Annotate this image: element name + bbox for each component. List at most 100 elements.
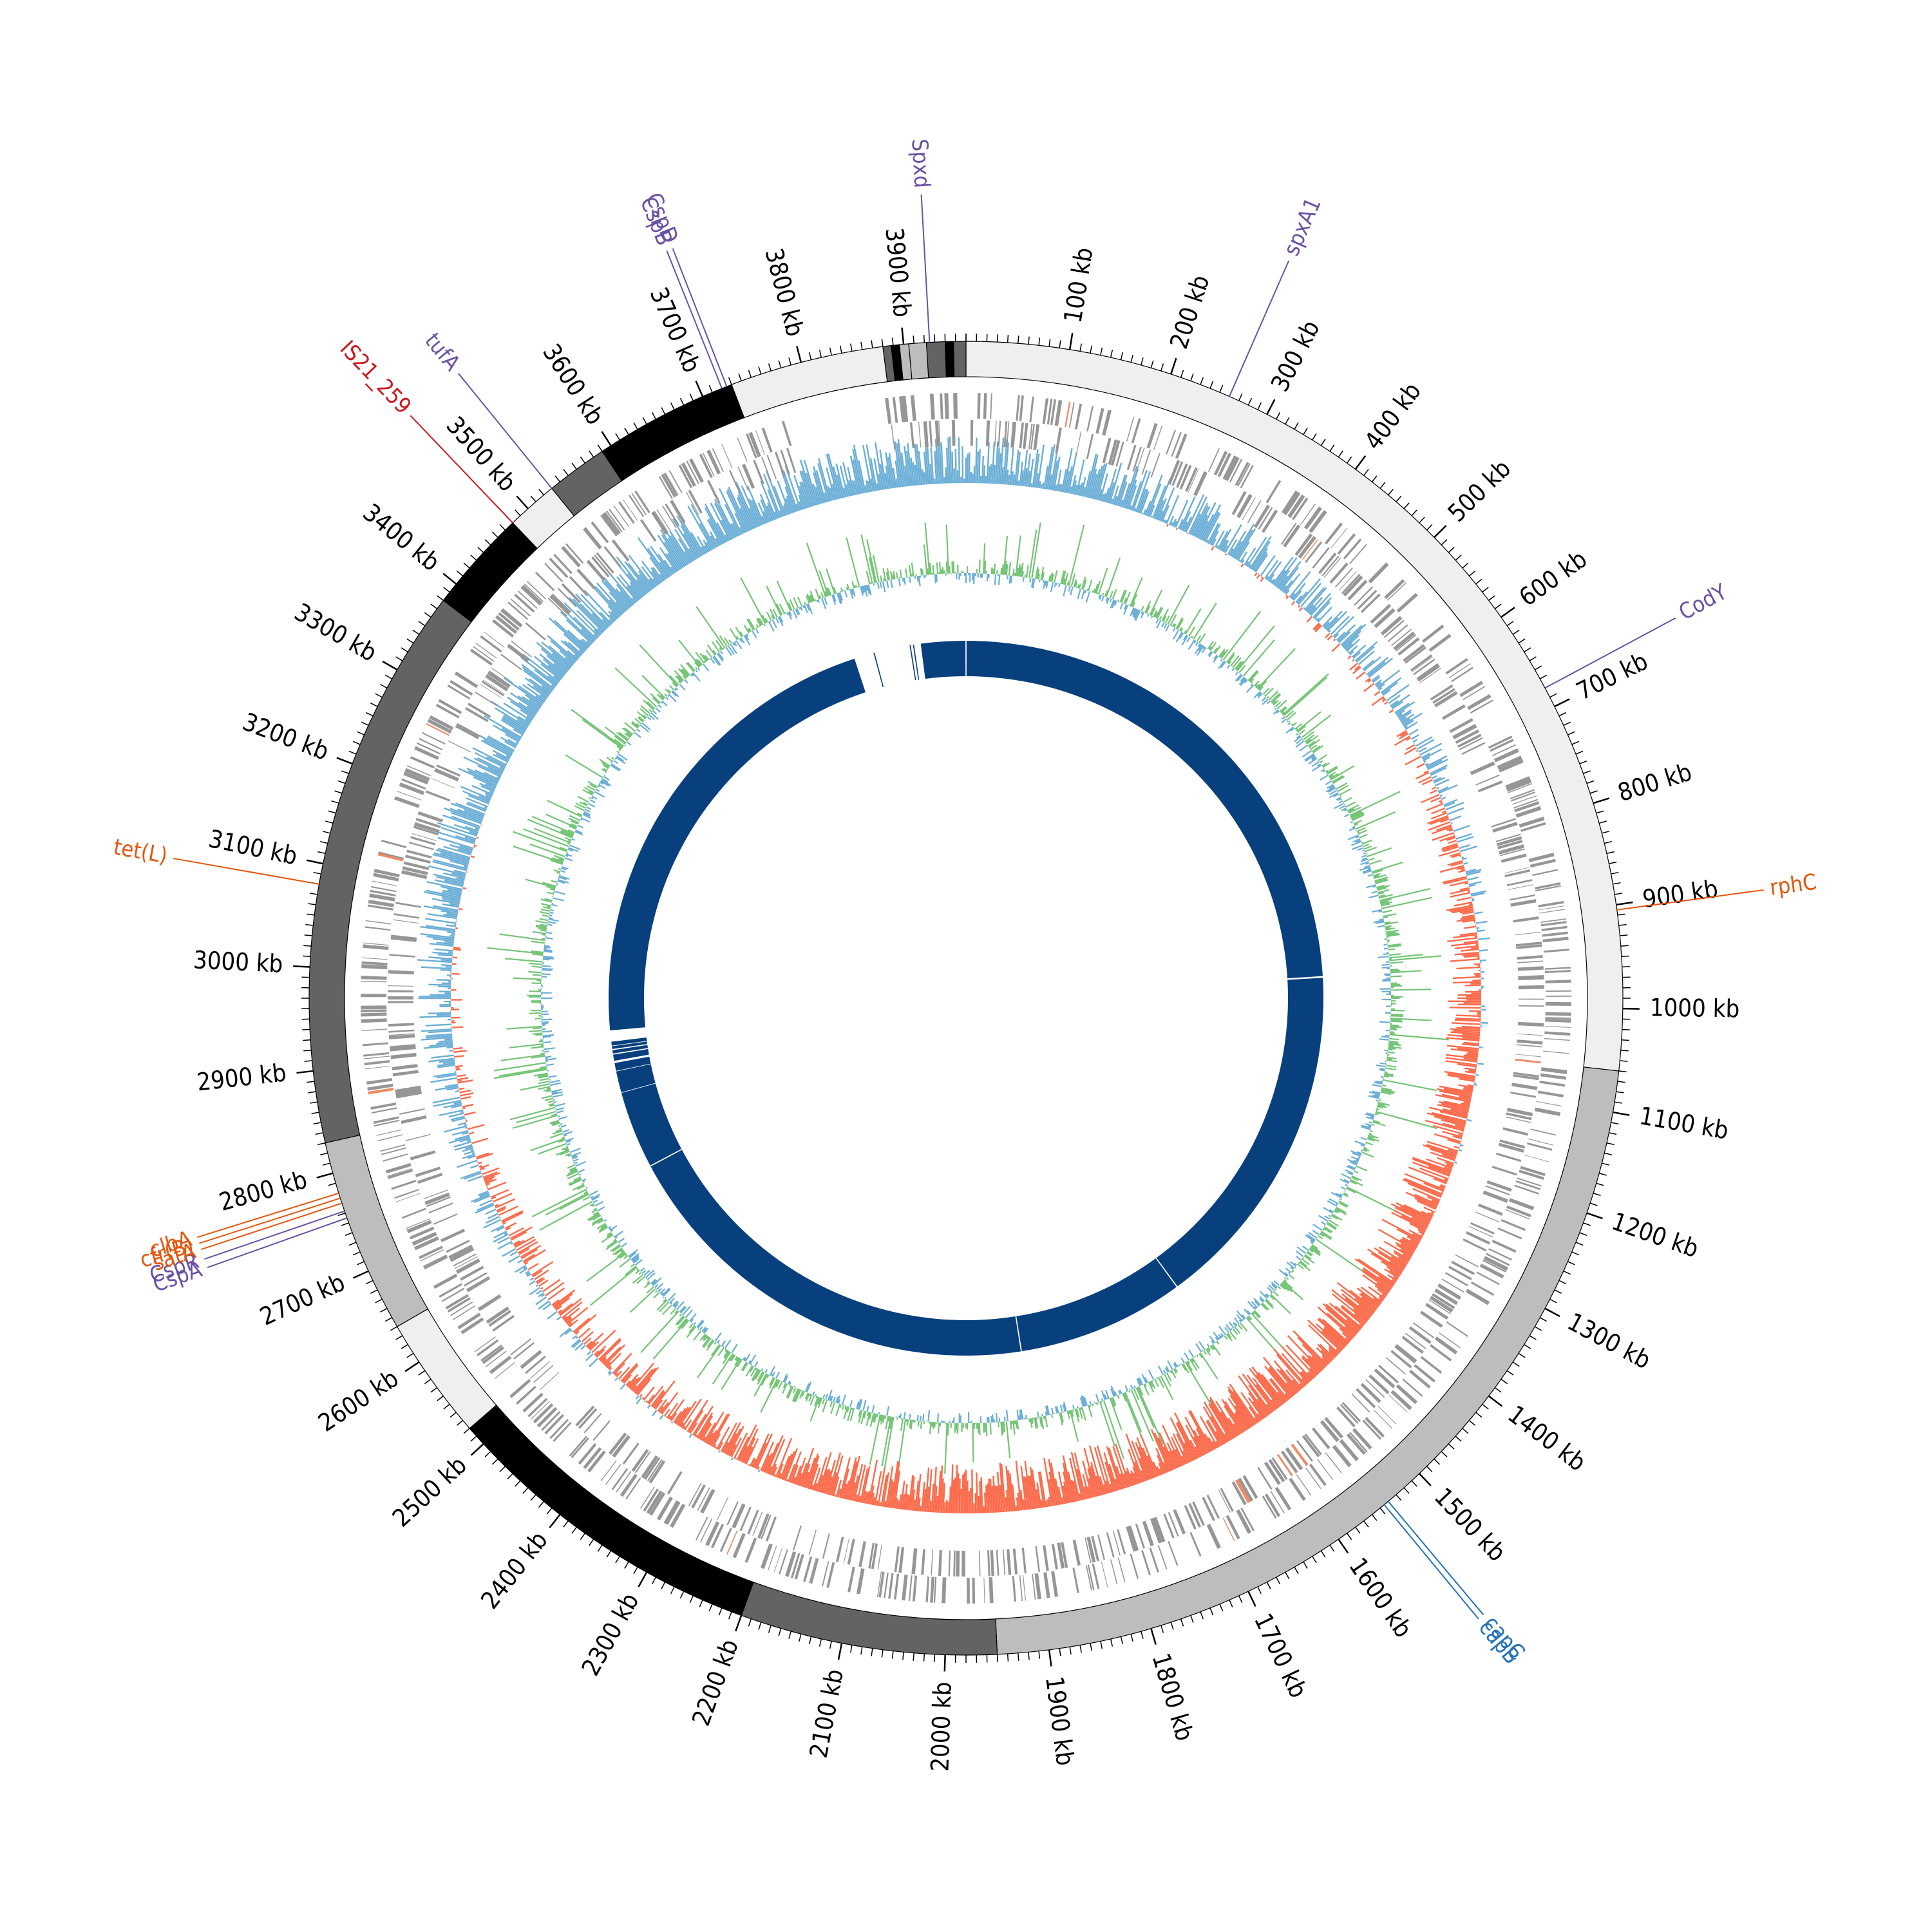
gc-skew-bar xyxy=(554,1297,571,1310)
gc-skew-bar xyxy=(1285,1382,1297,1395)
gc-skew-bar xyxy=(598,1338,621,1361)
gc-skew-bar xyxy=(1140,491,1150,514)
gc-content-bar xyxy=(1179,627,1182,632)
gc-skew-bar xyxy=(437,837,473,849)
gc-skew-bar xyxy=(748,1464,751,1466)
gc-skew-bar xyxy=(1445,1060,1477,1066)
cds-feature xyxy=(678,464,693,489)
gc-content-bar xyxy=(660,1292,663,1295)
gc-skew-bar xyxy=(1253,1378,1278,1410)
gc-skew-bar xyxy=(842,462,852,497)
minor-tick xyxy=(1606,1142,1615,1146)
gc-content-bar xyxy=(1069,1410,1079,1442)
gc-skew-bar xyxy=(1257,1413,1263,1421)
gc-content-bar xyxy=(944,1423,948,1474)
minor-tick xyxy=(1488,595,1495,601)
gc-content-bar xyxy=(793,597,799,609)
gc-skew-bar xyxy=(718,488,743,535)
gc-content-bar xyxy=(793,1388,800,1403)
gc-skew-bar xyxy=(1463,1101,1471,1105)
gc-content-bar xyxy=(1001,1421,1005,1433)
gc-content-bar xyxy=(1256,683,1261,688)
gc-content-bar xyxy=(583,812,591,817)
gc-content-bar xyxy=(908,565,912,577)
gc-skew-bar xyxy=(1452,981,1481,984)
gc-content-bar xyxy=(688,1323,694,1329)
gc-content-bar xyxy=(656,694,664,701)
gc-skew-bar xyxy=(563,633,585,653)
cds-feature xyxy=(1524,1154,1549,1162)
gc-skew-bar xyxy=(1433,777,1441,782)
gc-skew-bar xyxy=(649,556,667,580)
gc-skew-bar xyxy=(1442,1122,1465,1130)
gc-content-bar xyxy=(1343,797,1352,803)
gc-content-bar xyxy=(1264,1294,1269,1298)
gc-skew-bar xyxy=(1119,499,1124,507)
cds-feature xyxy=(1002,1549,1006,1576)
gc-skew-bar xyxy=(1354,1313,1367,1324)
gc-content-bar xyxy=(1374,1081,1383,1085)
gc-skew-bar xyxy=(1301,1370,1312,1382)
cds-feature xyxy=(366,1077,393,1085)
gc-skew-bar xyxy=(482,1171,498,1179)
gc-skew-bar xyxy=(696,536,708,554)
gc-content-bar xyxy=(1379,1038,1389,1041)
gc-content-bar xyxy=(552,857,564,863)
cds-feature xyxy=(1414,1364,1435,1383)
cds-feature xyxy=(517,591,538,609)
cds-feature xyxy=(912,1575,918,1602)
gc-skew-bar xyxy=(1391,1279,1397,1283)
gc-skew-bar xyxy=(1459,844,1470,849)
gc-skew-bar xyxy=(1074,1452,1087,1500)
gc-content-bar xyxy=(1232,1328,1238,1336)
gc-content-bar xyxy=(911,573,913,577)
gc-content-bar xyxy=(1335,1208,1347,1215)
gc-skew-bar xyxy=(501,727,522,740)
gc-content-bar xyxy=(1385,927,1390,929)
gc-skew-bar xyxy=(1446,827,1453,831)
gc-content-bar xyxy=(531,940,545,944)
cds-feature xyxy=(876,1571,882,1598)
gc-skew-bar xyxy=(566,1307,589,1325)
gc-content-bar xyxy=(1316,1238,1365,1273)
gc-skew-bar xyxy=(684,551,692,563)
gc-skew-bar xyxy=(817,1474,824,1492)
cds-feature xyxy=(1520,822,1546,832)
gc-skew-bar xyxy=(837,1488,842,1498)
gc-skew-bar xyxy=(1399,733,1409,740)
gc-skew-bar xyxy=(1427,759,1448,770)
gc-skew-bar xyxy=(457,1077,469,1081)
cds-feature xyxy=(1356,1388,1376,1408)
gc-content-bar xyxy=(1173,1361,1179,1368)
cds-feature xyxy=(511,640,532,658)
gc-content-bar xyxy=(600,1224,607,1229)
gc-content-bar xyxy=(1378,894,1386,898)
gc-content-bar xyxy=(676,1316,685,1326)
gc-content-bar xyxy=(672,690,679,697)
cds-feature xyxy=(464,1272,488,1287)
gc-content-bar xyxy=(1144,1383,1147,1387)
cds-feature xyxy=(1042,398,1048,424)
gc-content-bar xyxy=(730,643,737,654)
gc-skew-bar xyxy=(789,1451,802,1483)
contig-segment xyxy=(396,1308,497,1429)
gc-content-bar xyxy=(766,612,772,621)
gc-skew-bar xyxy=(769,1439,786,1475)
gc-skew-bar xyxy=(775,1437,793,1478)
gc-content-bar xyxy=(1322,1228,1325,1231)
gc-content-bar xyxy=(542,965,551,967)
gc-content-bar xyxy=(1077,589,1081,600)
gc-content-bar xyxy=(556,871,560,875)
gc-skew-bar xyxy=(536,1289,542,1295)
gc-skew-bar xyxy=(1438,849,1460,857)
minor-tick xyxy=(1579,760,1587,764)
gc-content-bar xyxy=(757,618,762,626)
gc-skew-bar xyxy=(627,562,651,592)
cds-feature xyxy=(1488,1248,1513,1261)
gc-content-bar xyxy=(625,1265,637,1276)
gc-skew-bar xyxy=(1317,1343,1334,1361)
gc-skew-bar xyxy=(1416,739,1435,750)
gc-content-bar xyxy=(769,1377,775,1386)
cds-feature xyxy=(495,1361,516,1379)
cds-feature xyxy=(1238,495,1253,518)
